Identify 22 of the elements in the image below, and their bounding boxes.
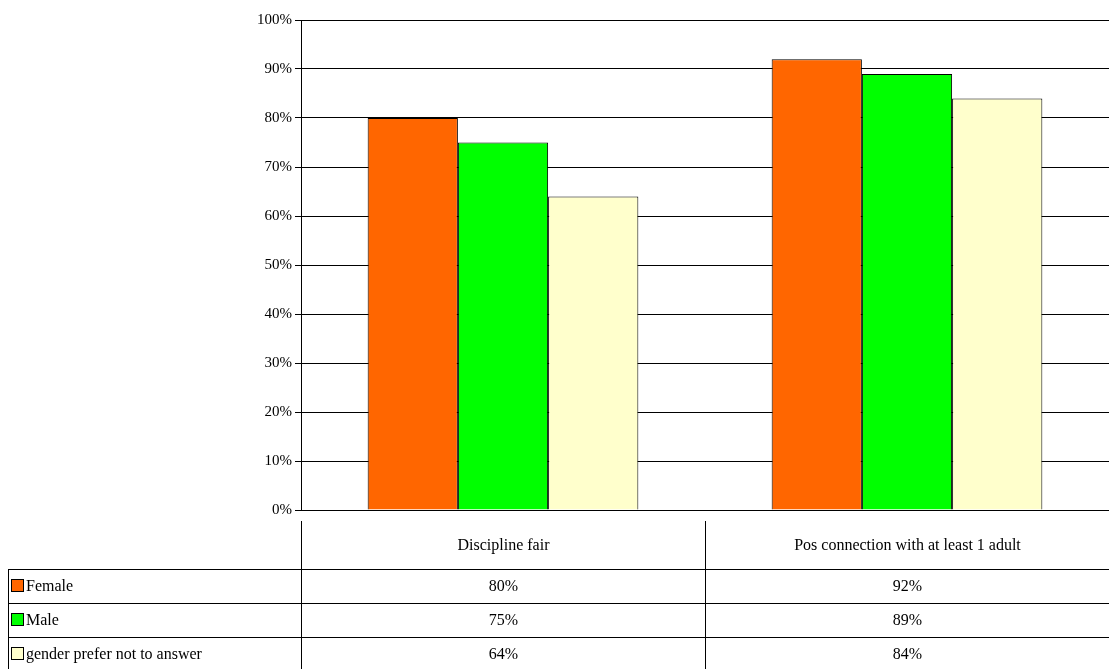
x-tick-label: Pos connection with at least 1 adult xyxy=(705,521,1109,569)
legend-label: gender prefer not to answer xyxy=(26,645,202,662)
y-tick-label: 70% xyxy=(264,157,292,174)
y-tick-label: 100% xyxy=(257,10,292,27)
legend-label: Male xyxy=(26,611,59,628)
legend-label: Female xyxy=(26,577,74,594)
y-tick-label: 40% xyxy=(264,304,292,321)
y-tick-label: 60% xyxy=(264,206,292,223)
data-label: 75% xyxy=(301,603,706,637)
y-tick-label: 0% xyxy=(272,500,292,517)
y-tick-label: 10% xyxy=(264,451,292,468)
x-tick-label: Discipline fair xyxy=(301,521,706,569)
y-tick-label: 20% xyxy=(264,402,292,419)
data-label: 64% xyxy=(301,637,706,669)
data-label: 80% xyxy=(301,569,706,603)
y-tick-label: 30% xyxy=(264,353,292,370)
y-tick-label: 80% xyxy=(264,108,292,125)
y-tick-label: 50% xyxy=(264,255,292,272)
data-label: 84% xyxy=(705,637,1109,669)
data-label: 89% xyxy=(705,603,1109,637)
data-label: 92% xyxy=(705,569,1109,603)
y-tick-label: 90% xyxy=(264,59,292,76)
